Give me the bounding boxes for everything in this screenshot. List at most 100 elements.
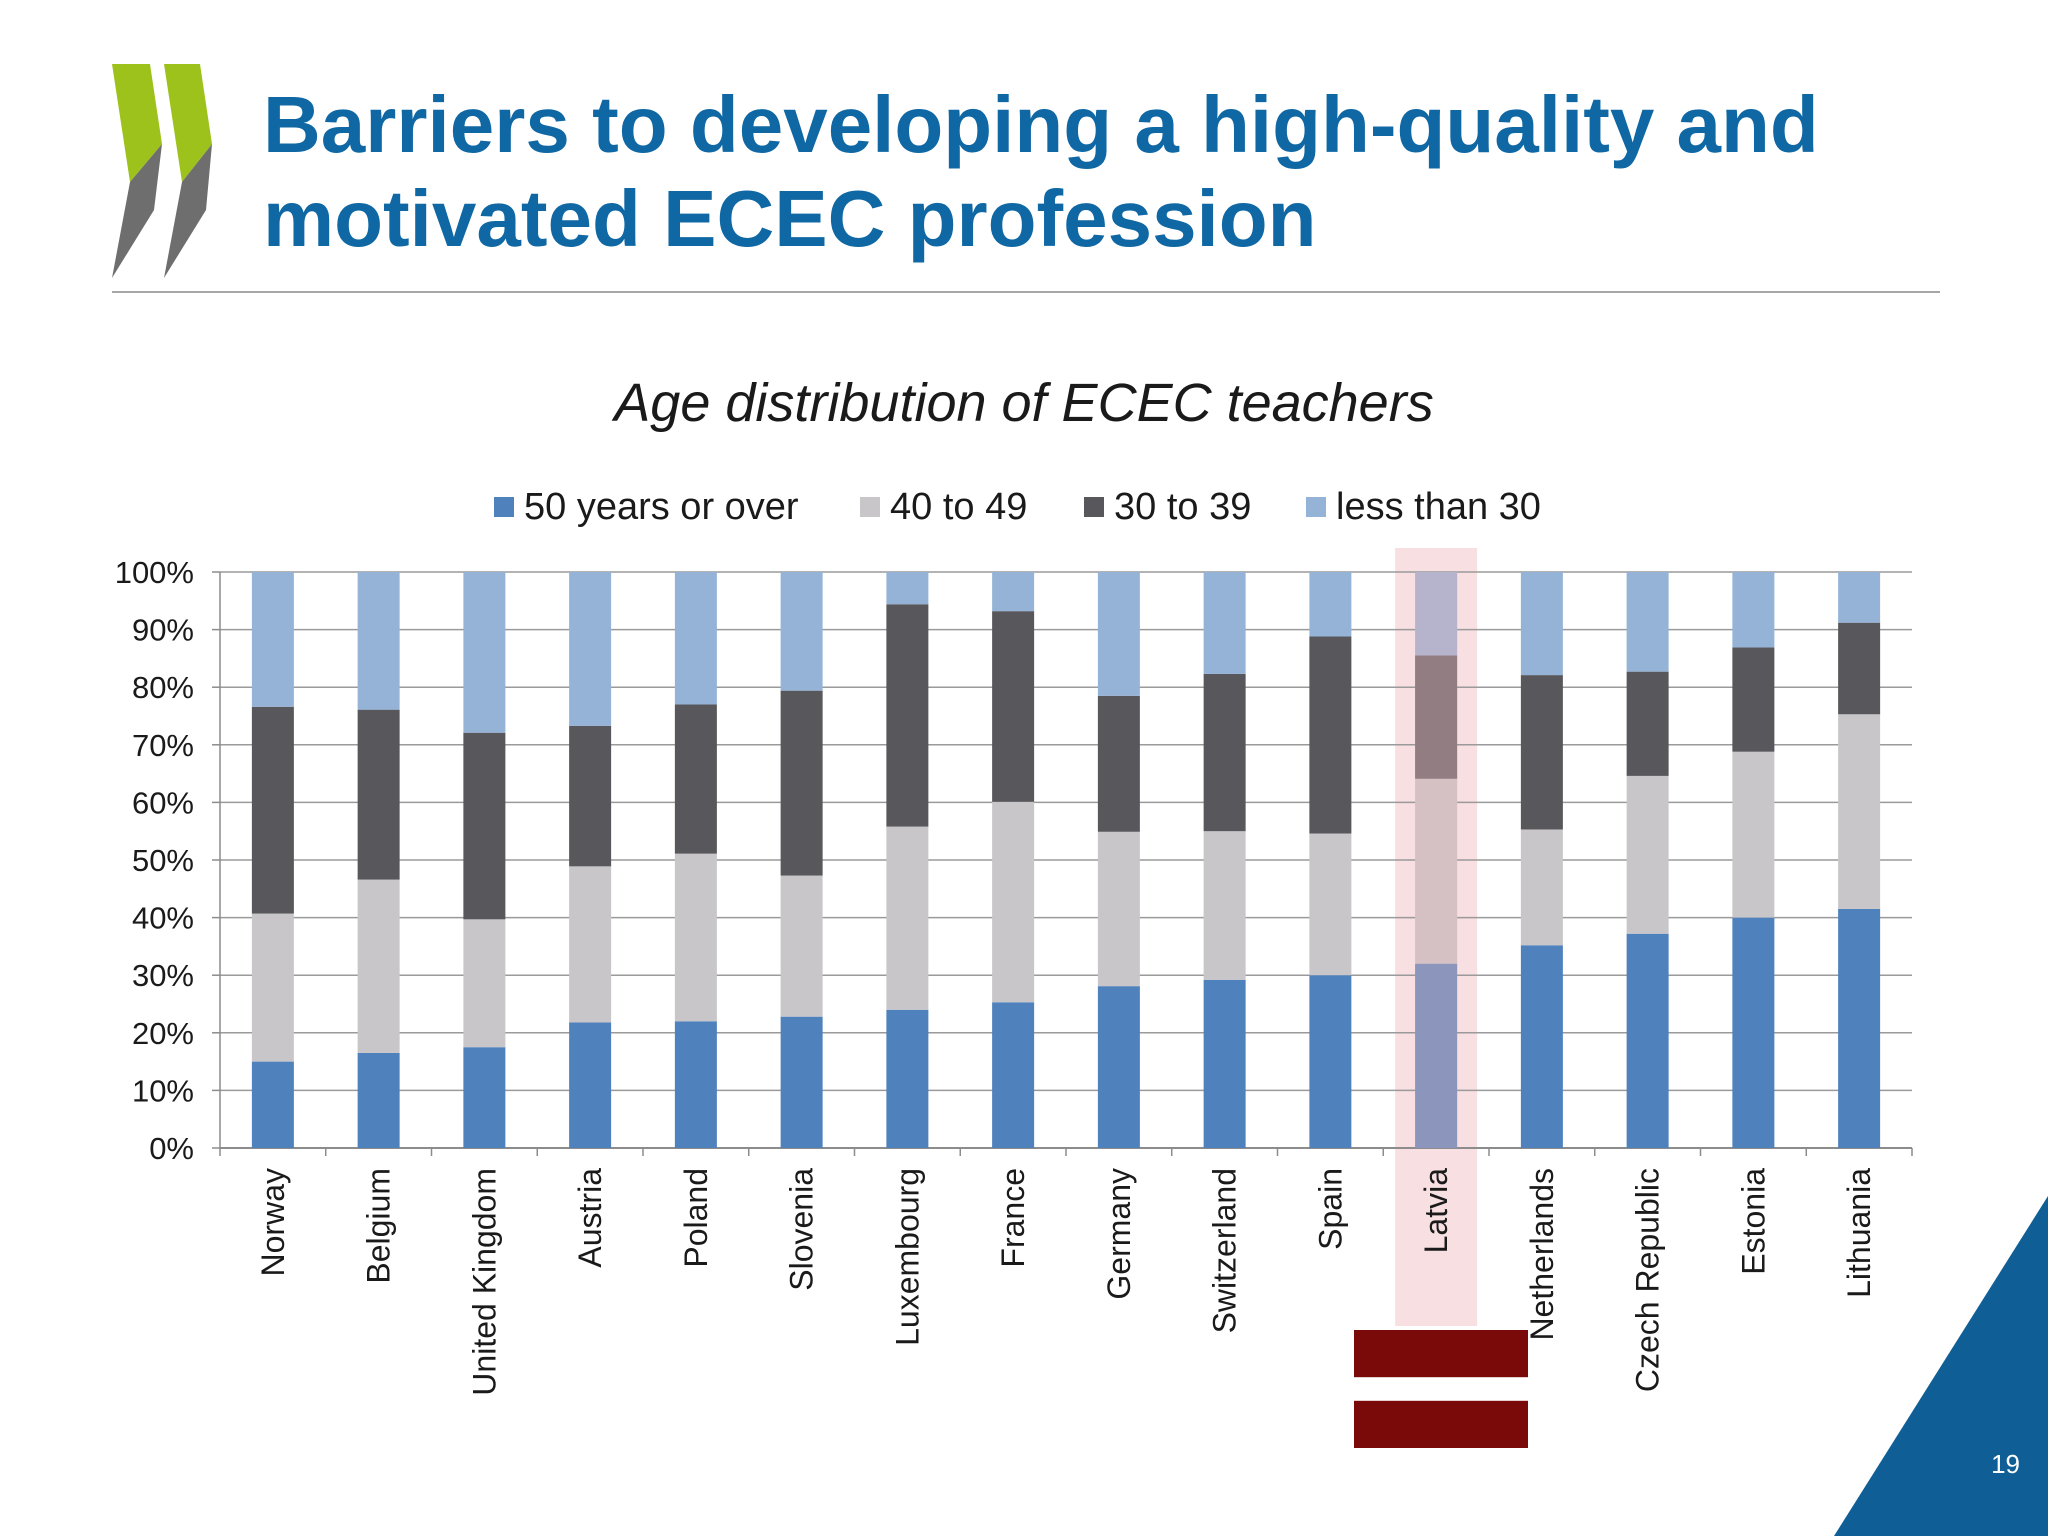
bar-segment [1097, 695, 1140, 832]
bar-segment [1626, 775, 1669, 934]
bar-segment [992, 1002, 1035, 1148]
legend-label: 40 to 49 [890, 486, 1027, 528]
bar-segment [357, 709, 400, 880]
y-tick-label: 0% [149, 1131, 194, 1166]
bar-segment [674, 704, 717, 854]
bar-segment [1732, 647, 1775, 752]
bar-segment [1097, 831, 1140, 987]
page-number: 19 [1991, 1449, 2020, 1479]
legend-label: less than 30 [1336, 486, 1541, 528]
bar-segment [886, 826, 929, 1010]
bar-segment [1520, 572, 1563, 676]
bar-segment [992, 611, 1035, 802]
bar-segment [463, 1047, 506, 1148]
bar-segment [1626, 572, 1669, 672]
bar-segment [251, 572, 294, 707]
bar-segment [1097, 572, 1140, 696]
bar-segment [1732, 917, 1775, 1148]
title-line-1: Barriers to developing a high-quality an… [263, 80, 1819, 169]
bar-segment [992, 572, 1035, 612]
bar-segment [1732, 751, 1775, 918]
x-category-label: Czech Republic [1630, 1168, 1666, 1392]
bar-segment [1203, 979, 1246, 1148]
bar-segment [569, 572, 612, 726]
x-category-label: Austria [572, 1168, 608, 1268]
bar-segment [463, 919, 506, 1048]
bar-segment [1626, 671, 1669, 776]
x-category-label: France [995, 1168, 1031, 1268]
y-tick-label: 90% [132, 613, 194, 648]
y-tick-label: 20% [132, 1016, 194, 1051]
x-category-label: Slovenia [784, 1168, 820, 1291]
bar-segment [1838, 908, 1881, 1148]
title-divider [112, 291, 1940, 293]
bar-segment [357, 879, 400, 1053]
bar-segment [886, 572, 929, 605]
legend-label: 50 years or over [524, 486, 799, 528]
bar-segment [251, 913, 294, 1062]
bar-segment [1520, 945, 1563, 1148]
chart-title: Age distribution of ECEC teachers [614, 373, 1434, 433]
bar-segment [1309, 636, 1352, 834]
bar-segment [1838, 714, 1881, 909]
bar-segment [251, 1061, 294, 1148]
y-tick-label: 80% [132, 670, 194, 705]
legend-swatch [494, 497, 514, 517]
x-category-label: Spain [1312, 1168, 1348, 1250]
chart-legend: 50 years or over 40 to 49 30 to 39 less tha… [494, 486, 1541, 528]
x-category-label: Netherlands [1524, 1168, 1560, 1341]
bar-segment [569, 725, 612, 867]
bar-segment [251, 706, 294, 914]
bar-segment [1097, 986, 1140, 1148]
slide-title: Barriers to developing a high-quality an… [263, 78, 1963, 266]
bar-segment [1415, 963, 1458, 1148]
bar-segment [569, 866, 612, 1023]
bar-segment [1520, 829, 1563, 946]
bar-segment [1838, 572, 1881, 623]
bar-segment [357, 1052, 400, 1148]
title-line-2: motivated ECEC profession [263, 174, 1317, 263]
bar-segment [886, 1009, 929, 1148]
bar-segment [1838, 622, 1881, 715]
y-tick-label: 70% [132, 728, 194, 763]
y-tick-label: 30% [132, 958, 194, 993]
bars-layer [251, 572, 1881, 1148]
axis-layer: 0% 10% 20% 30% 40% 50% 60% 70% 80% 90% 100% Norway B… [115, 555, 1913, 1396]
x-category-label: Luxembourg [889, 1168, 925, 1346]
bar-segment [674, 853, 717, 1022]
bar-segment [1203, 831, 1246, 980]
x-category-label: Latvia [1418, 1168, 1454, 1254]
bar-segment [1309, 975, 1352, 1148]
bar-segment [1415, 655, 1458, 779]
legend-swatch [1306, 497, 1326, 517]
bar-segment [780, 690, 823, 876]
bar-segment [1415, 572, 1458, 656]
bar-segment [780, 572, 823, 691]
y-tick-label: 60% [132, 785, 194, 820]
bar-segment [674, 1021, 717, 1148]
oecd-chevron-logo [112, 64, 212, 278]
highlight-overlay [1415, 572, 1458, 1148]
bar-segment [1626, 933, 1669, 1148]
y-tick-label: 100% [115, 555, 194, 590]
bar-segment [357, 572, 400, 710]
bar-segment [463, 732, 506, 920]
y-tick-label: 40% [132, 901, 194, 936]
x-category-label: Germany [1101, 1168, 1137, 1300]
legend-label: 30 to 39 [1114, 486, 1251, 528]
x-category-label: Norway [255, 1168, 291, 1276]
latvia-flag-stripe [1354, 1377, 1528, 1401]
bar-segment [1309, 572, 1352, 637]
legend-swatch [860, 497, 880, 517]
bar-segment [780, 1016, 823, 1148]
bar-segment [1203, 572, 1246, 674]
x-category-label: Poland [678, 1168, 714, 1268]
bar-segment [992, 801, 1035, 1003]
bar-segment [569, 1022, 612, 1148]
overlay-layer [1415, 572, 1458, 1148]
flag-layer [1354, 1330, 1528, 1448]
x-category-label: Switzerland [1207, 1168, 1243, 1333]
y-tick-label: 10% [132, 1073, 194, 1108]
